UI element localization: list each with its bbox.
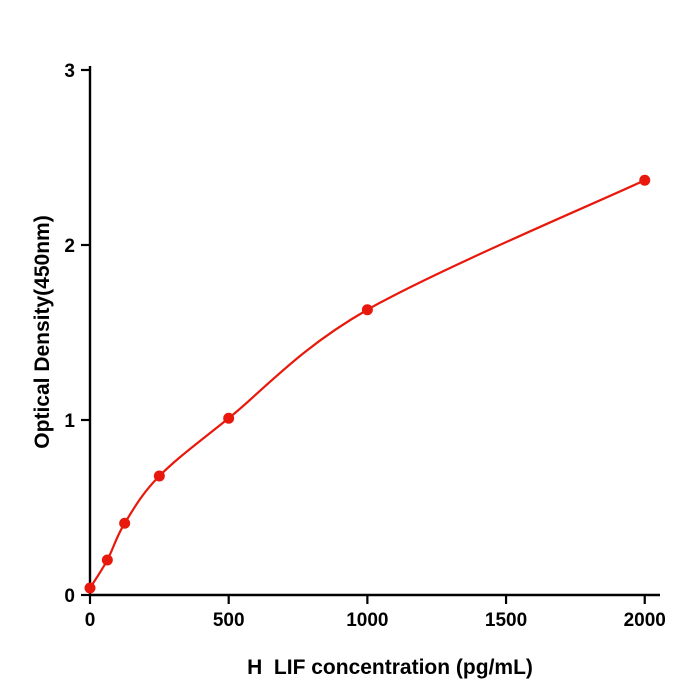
y-tick-label: 3 xyxy=(64,61,75,82)
data-point xyxy=(223,412,235,424)
data-point xyxy=(639,174,651,186)
x-tick-label: 1000 xyxy=(346,610,388,631)
x-tick-label: 1500 xyxy=(485,610,527,631)
standard-curve-line xyxy=(88,179,646,590)
data-point xyxy=(153,470,165,482)
y-tick-label: 2 xyxy=(64,236,75,257)
y-tick-label: 1 xyxy=(64,411,75,432)
data-point xyxy=(361,304,373,316)
x-tick-label: 0 xyxy=(85,610,96,631)
y-axis-title: Optical Density(450nm) xyxy=(31,215,54,449)
x-tick-label: 2000 xyxy=(624,610,666,631)
data-point xyxy=(119,517,131,529)
data-point xyxy=(101,554,113,566)
y-tick-label: 0 xyxy=(64,586,75,607)
data-point xyxy=(84,582,96,594)
x-axis-title: H LIF concentration (pg/mL) xyxy=(247,656,533,679)
x-tick-label: 500 xyxy=(213,610,245,631)
